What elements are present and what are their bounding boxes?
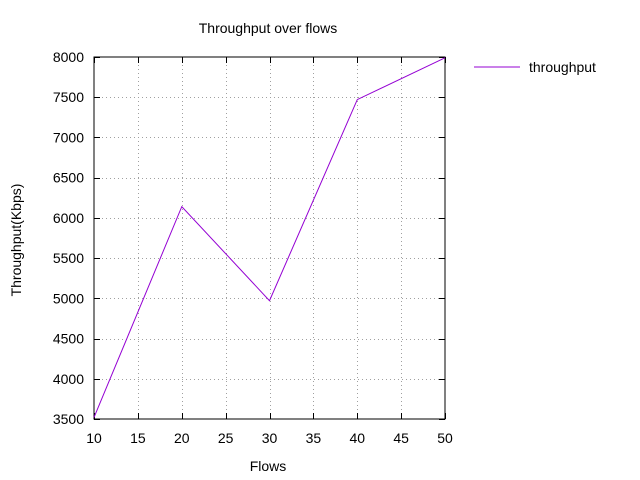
y-tick-label: 4000 (53, 371, 84, 387)
x-tick-label: 35 (306, 430, 322, 446)
y-tick-label: 8000 (53, 49, 84, 65)
y-tick-label: 7000 (53, 129, 84, 145)
y-tick-label: 5000 (53, 290, 84, 306)
x-tick-label: 25 (218, 430, 234, 446)
plot-frame (93, 56, 446, 420)
x-tick-label: 10 (86, 430, 102, 446)
y-axis-ticks: 3500 4000 4500 5000 5500 6000 6500 7000 7500 8000 (53, 49, 445, 427)
y-tick-label: 4500 (53, 331, 84, 347)
x-axis-label: Flows (250, 458, 287, 474)
x-axis-ticks: 10 15 20 25 30 35 40 45 50 (86, 57, 453, 446)
y-tick-label: 5500 (53, 250, 84, 266)
y-tick-label: 6000 (53, 210, 84, 226)
x-tick-label: 45 (393, 430, 409, 446)
y-tick-label: 7500 (53, 89, 84, 105)
x-tick-label: 40 (349, 430, 365, 446)
grid-lines (94, 57, 445, 419)
x-tick-label: 20 (174, 430, 190, 446)
y-tick-label: 3500 (53, 411, 84, 427)
legend-label-throughput: throughput (529, 59, 596, 75)
x-tick-label: 15 (130, 430, 146, 446)
y-tick-label: 6500 (53, 170, 84, 186)
series-line-throughput (93, 57, 446, 418)
legend: throughput (474, 59, 596, 75)
series-lines (93, 57, 446, 418)
x-tick-label: 50 (437, 430, 453, 446)
chart-title: Throughput over flows (199, 20, 338, 36)
y-axis-label: Throughput(Kbps) (8, 184, 24, 297)
x-tick-label: 30 (262, 430, 278, 446)
